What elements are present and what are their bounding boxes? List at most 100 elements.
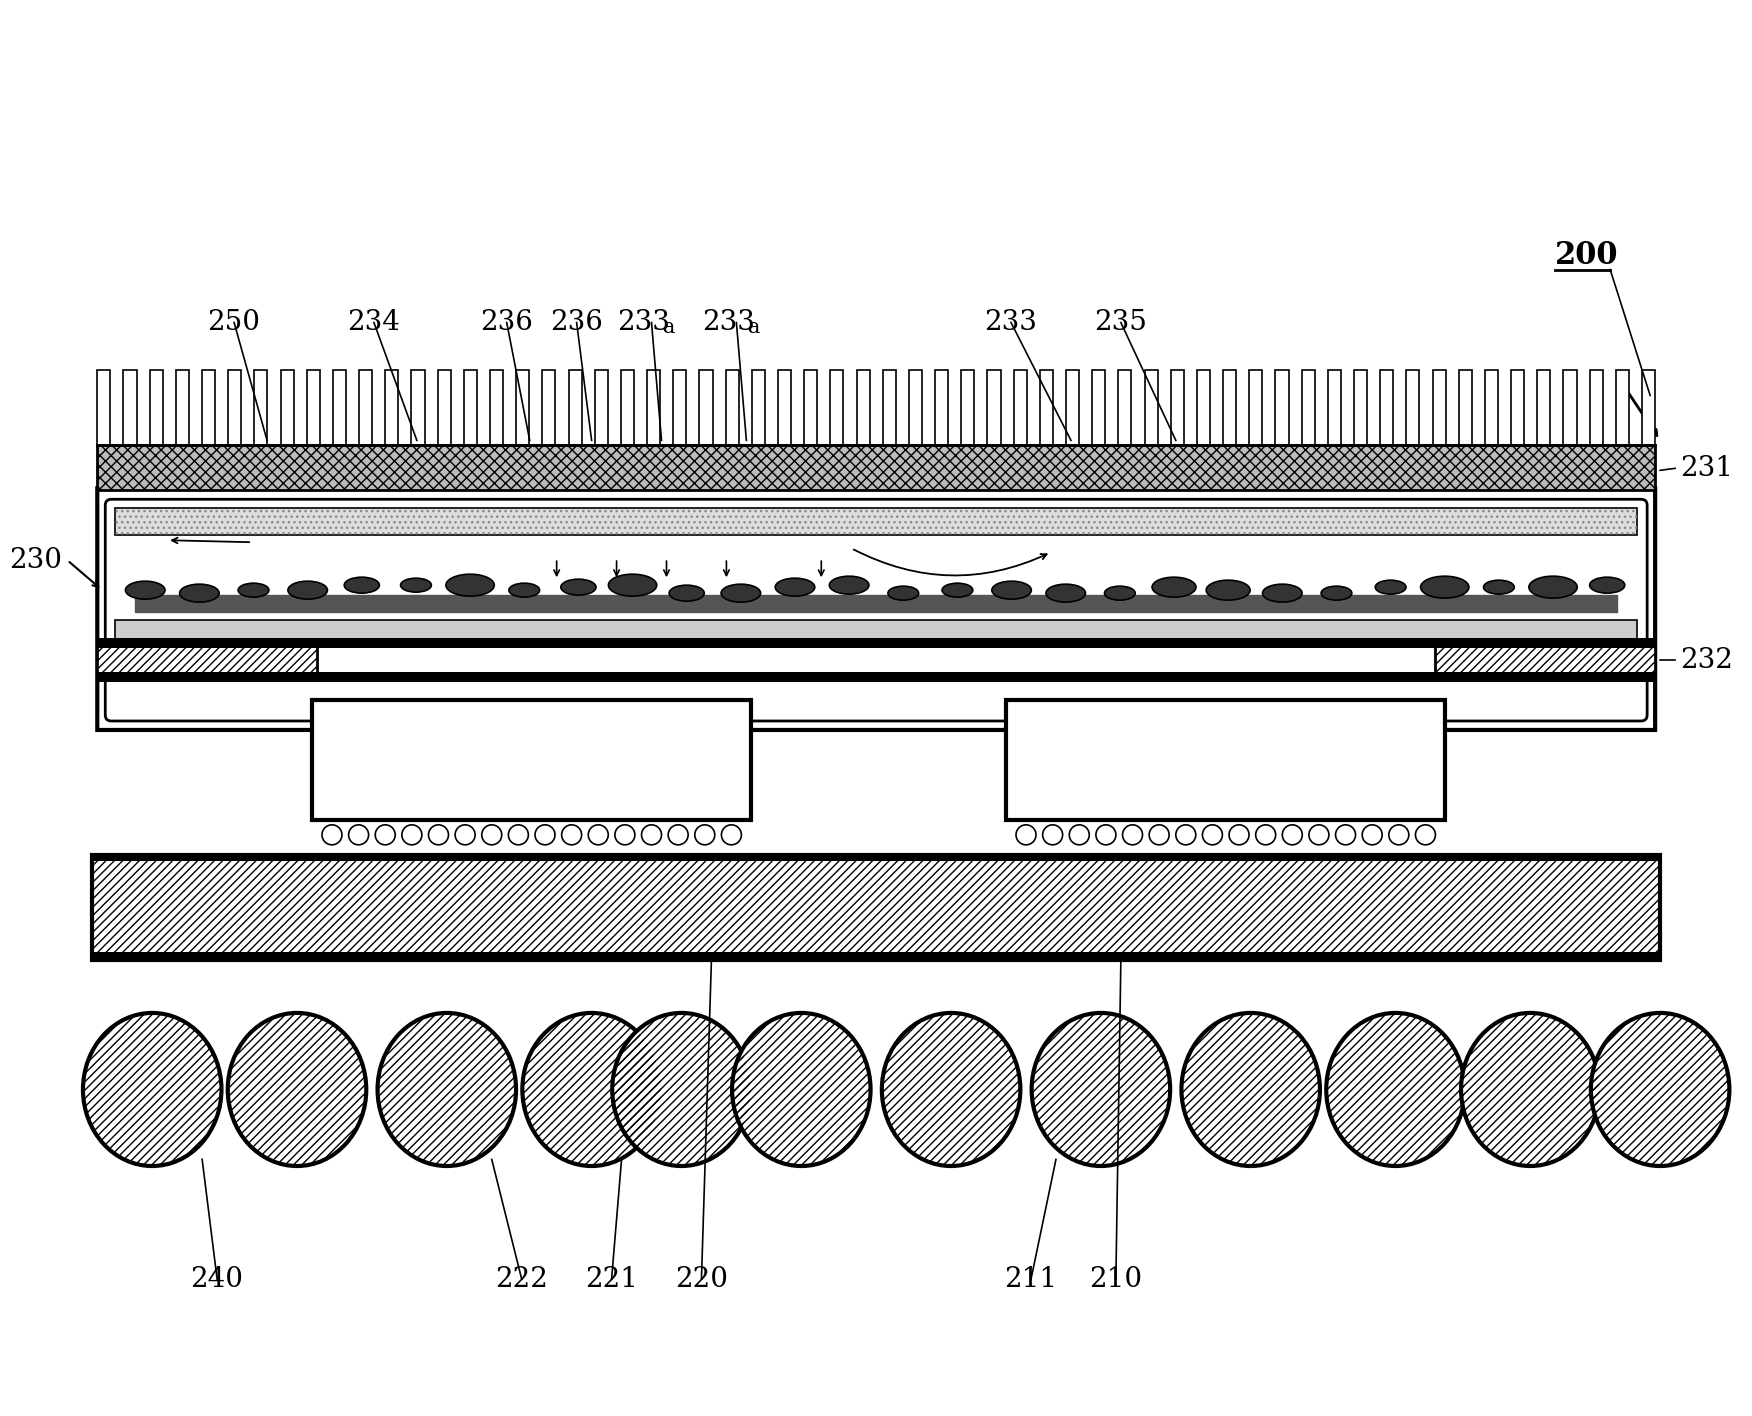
FancyBboxPatch shape bbox=[98, 489, 1656, 731]
Bar bbox=[620, 371, 634, 446]
Text: 220: 220 bbox=[675, 1266, 727, 1293]
Ellipse shape bbox=[1591, 1012, 1729, 1165]
Circle shape bbox=[508, 826, 529, 845]
Bar bbox=[1249, 371, 1263, 446]
Bar bbox=[1354, 371, 1367, 446]
Bar bbox=[98, 640, 317, 680]
Ellipse shape bbox=[343, 578, 380, 593]
Ellipse shape bbox=[522, 1012, 661, 1165]
Bar bbox=[333, 371, 347, 446]
Bar bbox=[1512, 371, 1524, 446]
Bar bbox=[1642, 371, 1656, 446]
Circle shape bbox=[1069, 826, 1090, 845]
Text: 230: 230 bbox=[9, 547, 63, 573]
Circle shape bbox=[349, 826, 368, 845]
Circle shape bbox=[1389, 826, 1409, 845]
Circle shape bbox=[1149, 826, 1169, 845]
Ellipse shape bbox=[611, 1012, 752, 1165]
Bar bbox=[830, 371, 843, 446]
Circle shape bbox=[668, 826, 689, 845]
Bar bbox=[1563, 371, 1577, 446]
Ellipse shape bbox=[1319, 578, 1354, 593]
Ellipse shape bbox=[1484, 581, 1514, 595]
Bar bbox=[98, 446, 1656, 490]
Circle shape bbox=[1202, 826, 1223, 845]
Text: 231: 231 bbox=[1680, 455, 1733, 481]
Bar bbox=[123, 371, 137, 446]
Bar bbox=[491, 371, 503, 446]
Bar bbox=[909, 371, 922, 446]
Bar bbox=[98, 673, 1656, 683]
Bar bbox=[936, 371, 948, 446]
Ellipse shape bbox=[1158, 583, 1190, 598]
Bar bbox=[1197, 371, 1211, 446]
Circle shape bbox=[1016, 826, 1035, 845]
Bar bbox=[228, 371, 242, 446]
Bar bbox=[1170, 371, 1184, 446]
Bar bbox=[857, 371, 869, 446]
Ellipse shape bbox=[1428, 585, 1463, 602]
Ellipse shape bbox=[732, 1012, 871, 1165]
Bar bbox=[1275, 371, 1288, 446]
Bar bbox=[1091, 371, 1106, 446]
Ellipse shape bbox=[233, 576, 273, 595]
Bar bbox=[464, 371, 477, 446]
Text: 233: 233 bbox=[617, 309, 669, 336]
Ellipse shape bbox=[608, 573, 657, 596]
Text: 221: 221 bbox=[585, 1266, 638, 1293]
Ellipse shape bbox=[825, 576, 872, 598]
Ellipse shape bbox=[662, 579, 711, 602]
Bar bbox=[307, 371, 321, 446]
Bar bbox=[1435, 640, 1656, 680]
Text: a: a bbox=[748, 319, 760, 337]
Bar bbox=[1589, 371, 1603, 446]
Text: 211: 211 bbox=[1004, 1266, 1058, 1293]
Ellipse shape bbox=[881, 1012, 1020, 1165]
Circle shape bbox=[1282, 826, 1302, 845]
Text: 222: 222 bbox=[496, 1266, 548, 1293]
Circle shape bbox=[615, 826, 634, 845]
Bar bbox=[1302, 371, 1314, 446]
Circle shape bbox=[1309, 826, 1330, 845]
Bar bbox=[1407, 371, 1419, 446]
Circle shape bbox=[641, 826, 662, 845]
Bar bbox=[280, 371, 294, 446]
Bar bbox=[1065, 371, 1079, 446]
Ellipse shape bbox=[724, 578, 759, 593]
Bar bbox=[116, 508, 1636, 535]
Bar bbox=[412, 371, 424, 446]
Text: 235: 235 bbox=[1095, 309, 1148, 336]
Bar bbox=[673, 371, 687, 446]
Bar bbox=[93, 952, 1661, 960]
Bar bbox=[517, 371, 529, 446]
Bar bbox=[1118, 371, 1132, 446]
Bar bbox=[98, 640, 317, 680]
Bar bbox=[312, 700, 752, 820]
Bar bbox=[883, 371, 895, 446]
Bar bbox=[1381, 371, 1393, 446]
Circle shape bbox=[1335, 826, 1356, 845]
Text: a: a bbox=[664, 319, 676, 337]
Ellipse shape bbox=[177, 581, 221, 600]
Circle shape bbox=[1123, 826, 1142, 845]
Ellipse shape bbox=[82, 1012, 221, 1165]
Bar bbox=[98, 446, 1656, 490]
Circle shape bbox=[1230, 826, 1249, 845]
Bar bbox=[1144, 371, 1158, 446]
Circle shape bbox=[375, 826, 396, 845]
Text: 236: 236 bbox=[480, 309, 533, 336]
Circle shape bbox=[429, 826, 449, 845]
Circle shape bbox=[1363, 826, 1382, 845]
Bar bbox=[385, 371, 398, 446]
Bar bbox=[962, 371, 974, 446]
Bar bbox=[93, 855, 1661, 960]
Bar bbox=[1615, 371, 1629, 446]
Bar bbox=[359, 371, 371, 446]
Text: 240: 240 bbox=[191, 1266, 244, 1293]
Text: 234: 234 bbox=[347, 309, 401, 336]
Circle shape bbox=[1176, 826, 1197, 845]
Ellipse shape bbox=[771, 579, 820, 602]
Circle shape bbox=[1416, 826, 1435, 845]
Circle shape bbox=[1042, 826, 1063, 845]
Ellipse shape bbox=[287, 585, 328, 602]
